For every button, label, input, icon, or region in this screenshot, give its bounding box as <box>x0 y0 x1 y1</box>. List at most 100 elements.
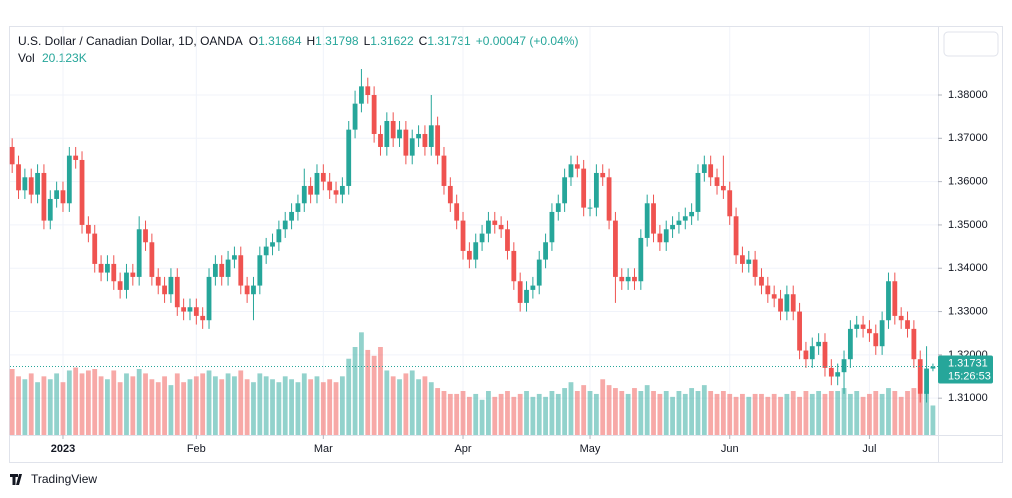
candle-body <box>251 285 256 295</box>
candle-body <box>841 359 847 373</box>
y-tick-label: 1.35000 <box>948 219 988 231</box>
volume-bar <box>657 393 663 435</box>
candle-body <box>562 177 568 204</box>
volume-bar <box>854 391 860 435</box>
volume-bar <box>47 379 53 435</box>
volume-bar <box>73 367 79 435</box>
candle-body <box>263 246 269 256</box>
volume-bar <box>479 399 485 435</box>
change: +0.00047 (+0.04%) <box>476 34 579 48</box>
volume-bar <box>320 382 326 435</box>
candle-body <box>397 129 402 139</box>
candle-body <box>651 203 656 234</box>
volume-bar <box>124 373 129 435</box>
candle-body <box>708 164 714 178</box>
volume-bar <box>803 391 809 435</box>
candle-body <box>466 250 472 260</box>
volume-bar <box>873 391 879 435</box>
candle-body <box>898 315 904 321</box>
candle-body <box>587 207 593 209</box>
candle-body <box>143 229 148 243</box>
volume-bar <box>790 391 796 435</box>
candle-body <box>282 220 288 230</box>
candle-body <box>79 159 85 225</box>
volume-bar <box>130 376 136 435</box>
candle-body <box>41 172 47 221</box>
candle-body <box>803 350 809 360</box>
x-tick-label: Mar <box>314 443 333 455</box>
axis-button[interactable] <box>943 31 999 57</box>
candle-body <box>181 307 187 312</box>
candle-body <box>428 125 434 147</box>
volume-bar <box>111 370 117 435</box>
volume-bar <box>740 393 745 435</box>
volume-bar <box>416 379 421 435</box>
volume-bar <box>651 391 656 435</box>
volume-bar <box>600 379 606 435</box>
volume-bar <box>257 373 263 435</box>
candle-body <box>676 220 682 225</box>
volume-bar <box>619 391 625 435</box>
candle-body <box>390 120 396 139</box>
last-price-box <box>938 355 993 384</box>
volume-bar <box>238 370 244 435</box>
volume-bar <box>613 388 618 435</box>
candle-body <box>168 276 174 295</box>
volume-bar <box>403 373 409 435</box>
volume-bar <box>263 376 269 435</box>
volume-bar <box>200 373 206 435</box>
candle-body <box>136 229 142 277</box>
volume-bars <box>9 332 936 435</box>
volume-bar <box>663 391 669 435</box>
volume-bar <box>98 376 104 435</box>
y-tick-label: 1.33000 <box>948 305 988 317</box>
candle-body <box>28 177 34 195</box>
candle-body <box>35 172 40 195</box>
volume-bar <box>136 369 142 435</box>
candle-body <box>454 203 460 221</box>
candle-body <box>809 346 815 360</box>
volume-bar <box>511 396 517 435</box>
candle-body <box>346 129 352 186</box>
candle-body <box>498 224 504 230</box>
candle-body <box>60 190 66 204</box>
ohlc-label: O <box>249 34 258 48</box>
candle-body <box>879 320 885 347</box>
grid <box>10 27 938 435</box>
x-tick-label: May <box>580 443 601 455</box>
candle-body <box>117 281 123 290</box>
volume-bar <box>352 347 358 435</box>
candle-body <box>714 177 720 186</box>
candle-body <box>9 146 15 165</box>
volume-bar <box>879 393 885 435</box>
x-tick-label: Feb <box>187 443 206 455</box>
candle-body <box>740 255 745 264</box>
candle-body <box>625 276 631 282</box>
candle-body <box>314 172 320 195</box>
candle-body <box>257 255 263 286</box>
x-tick-label: Apr <box>454 443 471 455</box>
y-tick-label: 1.36000 <box>948 176 988 188</box>
volume-bar <box>162 376 167 435</box>
candle-body <box>524 289 529 303</box>
candle-body <box>270 242 275 247</box>
candle-body <box>124 272 129 290</box>
volume-bar <box>644 385 650 435</box>
volume-bar <box>676 391 682 435</box>
candle-body <box>816 341 822 347</box>
candle-body <box>308 185 314 195</box>
candle-body <box>447 185 453 204</box>
candle-body <box>85 224 91 234</box>
volume-bar <box>809 393 815 435</box>
volume-bar <box>695 391 701 435</box>
candle-body <box>47 198 53 221</box>
candle-body <box>384 120 390 147</box>
candle-body <box>435 125 441 156</box>
volume-bar <box>828 391 834 435</box>
ohlc-label: C <box>419 34 428 48</box>
volume-bar <box>524 391 529 435</box>
candle-body <box>689 211 695 217</box>
volume-bar <box>847 393 853 435</box>
candle-body <box>600 172 606 178</box>
candle-body <box>778 298 783 312</box>
